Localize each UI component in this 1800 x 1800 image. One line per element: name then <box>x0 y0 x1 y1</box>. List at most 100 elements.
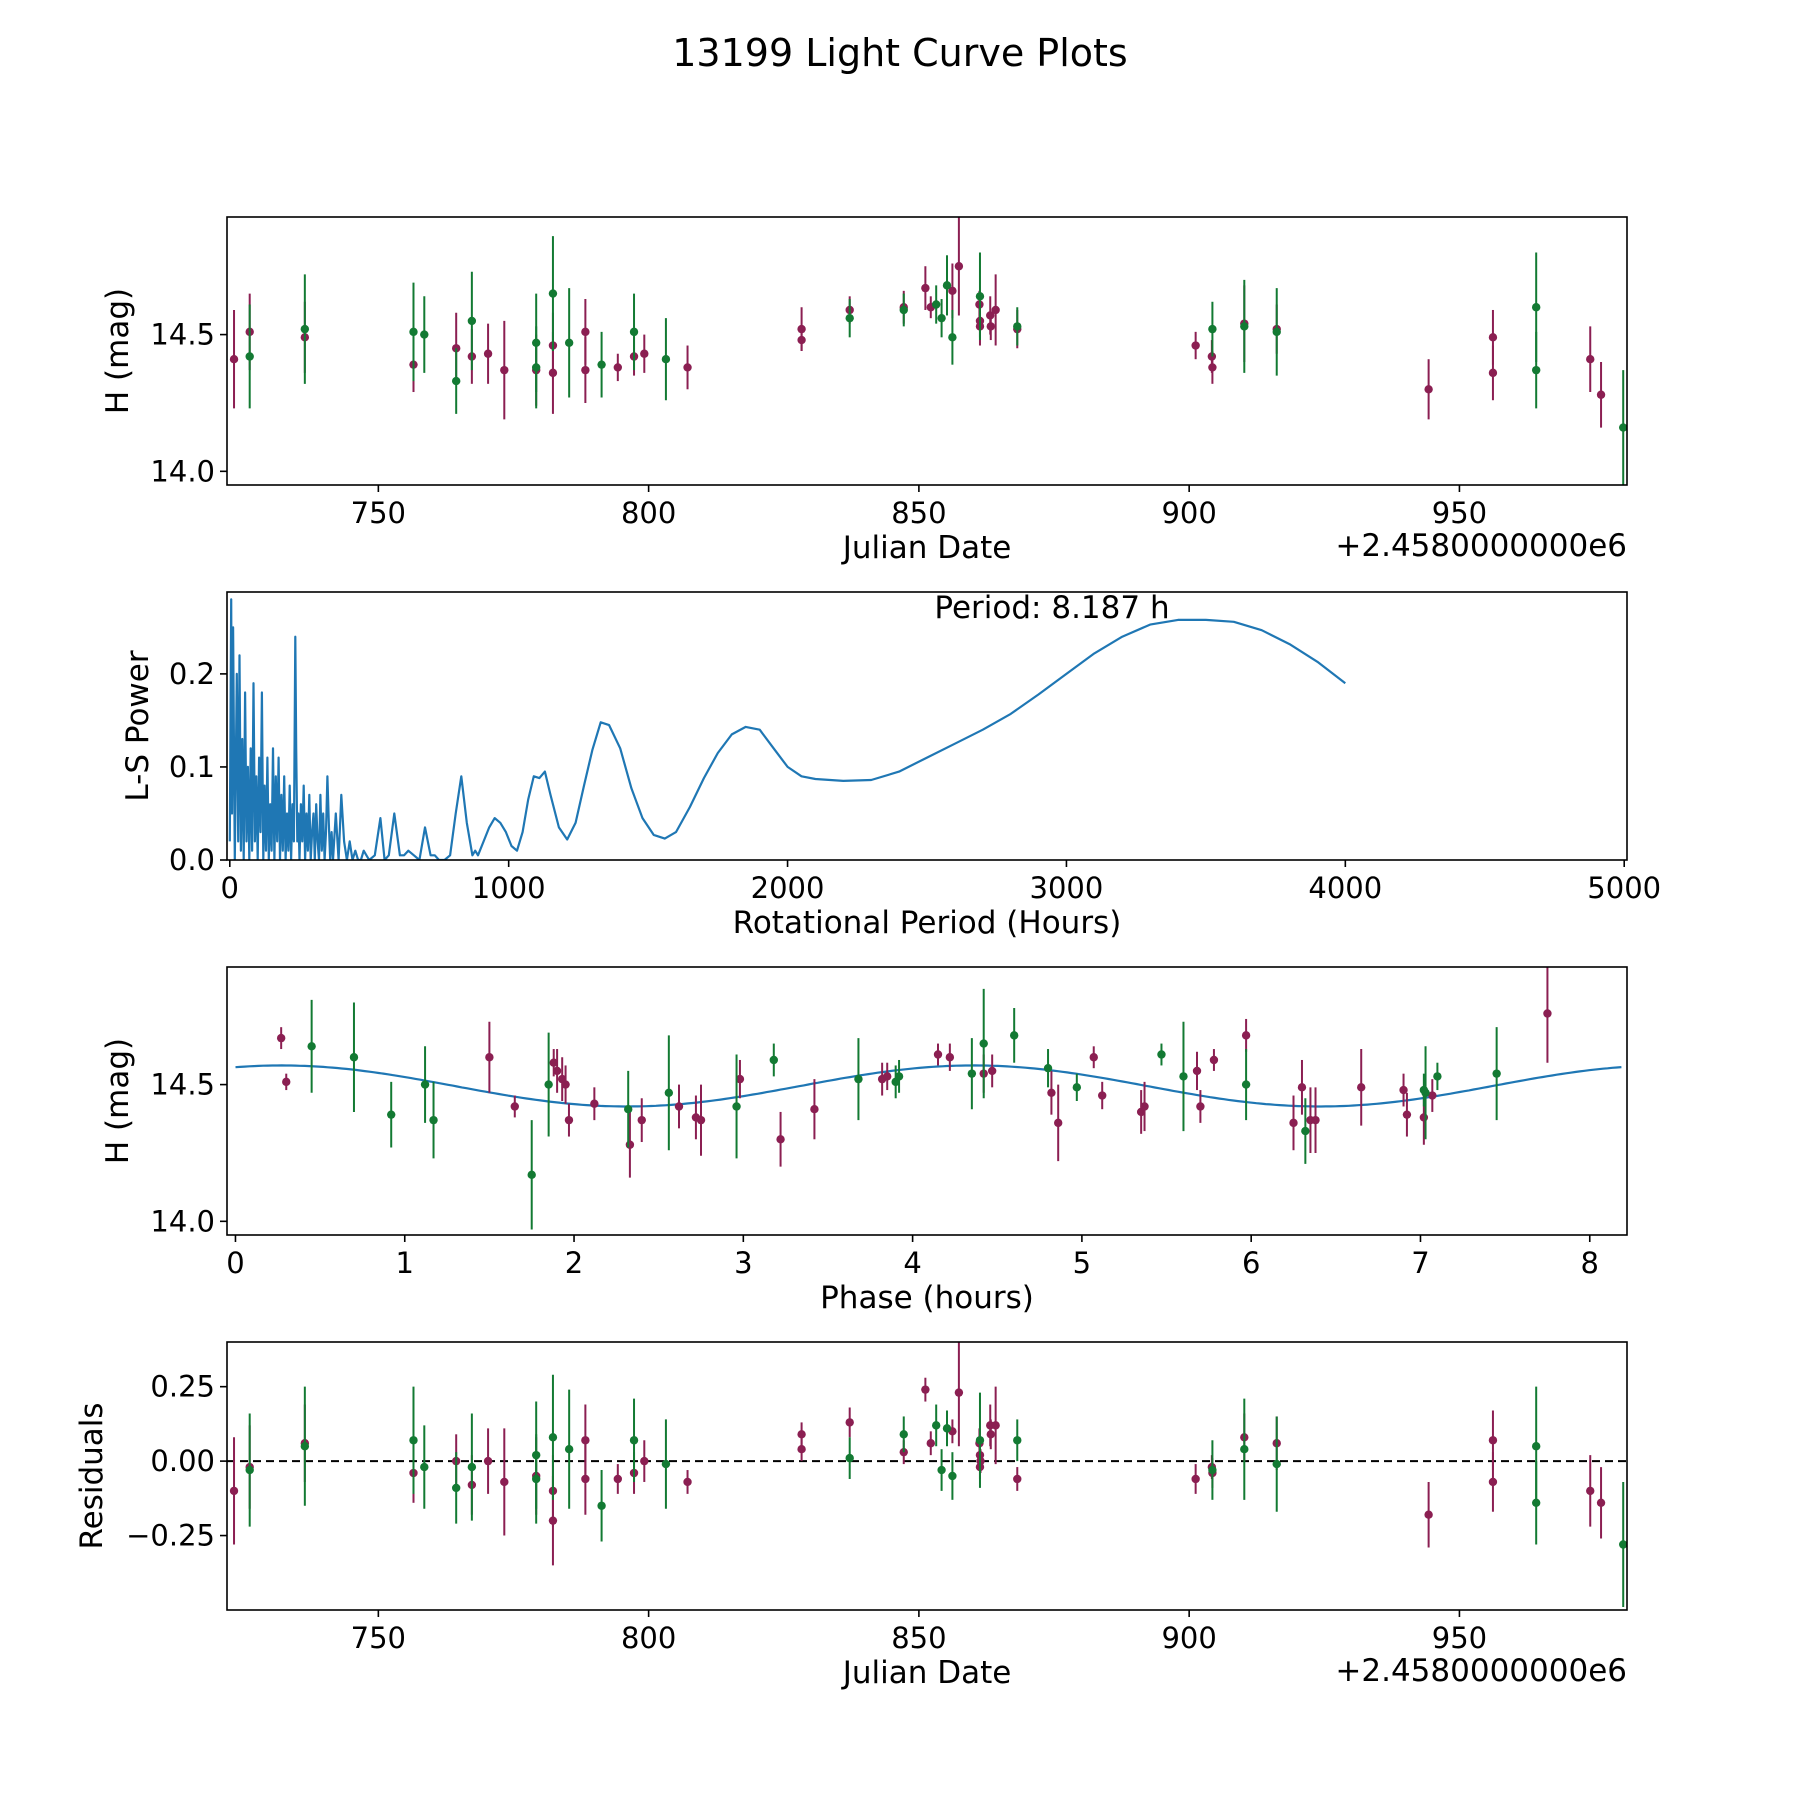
plot-area <box>227 1342 1627 1608</box>
maroon-data-point <box>945 1053 955 1062</box>
green-data-point <box>1301 1126 1310 1136</box>
panel-light-curve: 750 800 850 900 950 14.0 14.5 Julian Date H (m… <box>100 216 1628 566</box>
maroon-data-point <box>483 349 493 358</box>
green-data-point <box>948 1471 957 1481</box>
maroon-data-point <box>1209 1055 1219 1065</box>
green-data-point <box>467 316 477 326</box>
green-data-point <box>451 376 461 386</box>
green-data-point <box>544 1080 553 1089</box>
maroon-data-point <box>683 363 692 372</box>
green-data-point <box>942 281 952 290</box>
green-data-point <box>429 1115 438 1125</box>
maroon-data-point <box>483 1456 493 1466</box>
maroon-data-point <box>735 1074 745 1084</box>
maroon-data-point <box>954 1388 964 1397</box>
x-tick-label: 800 <box>621 496 676 530</box>
green-data-point <box>1240 322 1249 331</box>
x-tick-label: 5 <box>1073 1246 1091 1280</box>
green-data-point <box>937 1465 946 1475</box>
green-data-point <box>420 1462 429 1472</box>
panel2-xlabel: Rotational Period (Hours) <box>733 905 1122 941</box>
maroon-data-point <box>1047 1088 1056 1097</box>
green-data-point <box>597 360 606 369</box>
maroon-data-point <box>1399 1085 1408 1095</box>
y-tick-label: 14.5 <box>150 318 215 352</box>
maroon-data-point <box>1311 1115 1320 1125</box>
maroon-data-point <box>637 1115 646 1125</box>
green-data-point <box>661 355 671 364</box>
y-tick-label: 0.1 <box>169 750 215 784</box>
green-data-point <box>975 1436 985 1445</box>
panel1-ylabel: H (mag) <box>100 288 136 414</box>
x-tick-label: 950 <box>1432 496 1487 530</box>
maroon-data-point <box>991 1421 1000 1430</box>
x-tick-label: 0 <box>226 1246 244 1280</box>
maroon-data-point <box>1191 1474 1200 1484</box>
green-data-point <box>1013 322 1022 331</box>
green-data-point <box>1179 1072 1188 1081</box>
figure-title: 13199 Light Curve Plots <box>672 31 1127 75</box>
x-tick-label: 3000 <box>1030 871 1104 905</box>
green-data-point <box>661 1459 671 1469</box>
maroon-data-point <box>1357 1083 1366 1092</box>
y-tick-label: 14.0 <box>150 1204 215 1238</box>
maroon-data-point <box>1596 390 1606 399</box>
green-data-point <box>1241 1080 1251 1089</box>
green-data-point <box>1157 1050 1166 1059</box>
maroon-data-point <box>581 1474 590 1484</box>
maroon-data-point <box>282 1077 291 1087</box>
x-tick-label: 8 <box>1581 1246 1599 1280</box>
panel1-offset-label: +2.4580000000e6 <box>1335 528 1627 564</box>
x-tick-label: 4 <box>903 1246 921 1280</box>
green-data-point <box>300 1442 310 1451</box>
maroon-data-point <box>1419 1113 1429 1122</box>
maroon-data-point <box>1241 1031 1251 1040</box>
model-fit-curve <box>235 1064 1622 1108</box>
x-tick-label: 1000 <box>472 871 546 905</box>
y-tick-label: 0.2 <box>169 657 215 691</box>
maroon-data-point <box>1297 1083 1307 1092</box>
green-data-point <box>467 1462 477 1472</box>
x-tick-label: 950 <box>1432 1621 1487 1655</box>
maroon-data-point <box>229 1486 239 1496</box>
maroon-data-point <box>810 1105 819 1114</box>
x-tick-label: 7 <box>1411 1246 1429 1280</box>
green-data-point <box>349 1053 359 1062</box>
maroon-data-point <box>1402 1110 1412 1119</box>
green-data-point <box>942 1424 952 1433</box>
green-data-point <box>845 1453 854 1463</box>
green-data-point <box>420 1080 430 1089</box>
maroon-data-point <box>1191 341 1200 350</box>
maroon-data-point <box>500 365 509 375</box>
green-data-point <box>1240 1445 1249 1454</box>
y-tick-label: 0.25 <box>150 1370 215 1404</box>
plot-area <box>229 217 1627 485</box>
x-tick-label: 1 <box>396 1246 414 1280</box>
green-data-point <box>531 363 541 372</box>
green-data-point <box>1272 1459 1281 1469</box>
x-tick-label: 750 <box>351 1621 406 1655</box>
maroon-data-point <box>640 1456 649 1466</box>
green-data-point <box>937 313 946 323</box>
green-data-point <box>629 1436 639 1445</box>
maroon-data-point <box>991 305 1000 315</box>
green-data-point <box>1043 1063 1053 1073</box>
y-tick-label: 14.5 <box>150 1068 215 1102</box>
x-tick-label: 900 <box>1161 496 1216 530</box>
panel-periodogram: 0 1000 2000 3000 4000 5000 0.0 0.1 0.2 Period: 8… <box>120 590 1661 941</box>
green-data-point <box>854 1074 863 1084</box>
green-data-point <box>948 333 957 342</box>
maroon-data-point <box>696 1115 706 1125</box>
x-tick-label: 2000 <box>751 871 825 905</box>
green-data-point <box>845 313 854 323</box>
maroon-data-point <box>561 1080 570 1089</box>
green-data-point <box>245 352 254 361</box>
maroon-data-point <box>1586 355 1595 364</box>
green-data-point <box>564 338 574 347</box>
maroon-data-point <box>276 1033 286 1043</box>
green-data-point <box>629 327 639 337</box>
x-tick-label: 3 <box>734 1246 752 1280</box>
green-data-point <box>597 1501 606 1510</box>
x-tick-label: 750 <box>351 496 406 530</box>
maroon-data-point <box>581 327 590 337</box>
